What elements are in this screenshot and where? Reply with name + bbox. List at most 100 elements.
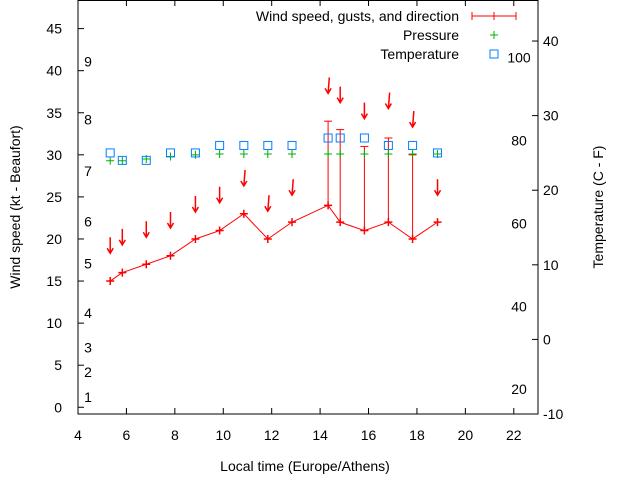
temperature-point [408, 140, 418, 150]
temperature-point [117, 155, 127, 165]
wind-direction-arrow [433, 179, 442, 197]
plot-frame [77, 0, 539, 415]
y-tick-label: 10 [46, 315, 62, 331]
temperature-point [215, 140, 225, 150]
wind-direction-arrow [106, 237, 114, 255]
y2-tick-label: 10 [543, 257, 559, 273]
wind-speed-point [166, 251, 175, 260]
y2-tick-label: 40 [543, 33, 559, 49]
pressure-point [288, 149, 297, 158]
x-tick-label: 6 [123, 427, 131, 443]
y-tick-label: 5 [54, 357, 62, 373]
legend: Wind speed, gusts, and direction Pressur… [256, 8, 517, 62]
wind-direction-arrow [118, 228, 126, 247]
wind-direction-arrow [215, 186, 224, 205]
wind-speed-point [433, 218, 442, 227]
wind-direction-arrow [408, 111, 417, 129]
x-tick-label: 10 [215, 427, 231, 443]
temperature-point [359, 133, 369, 143]
pressure-point [360, 149, 369, 158]
fahrenheit-label: 20 [511, 381, 527, 397]
wind-speed-point [215, 226, 224, 235]
y-tick-label: 45 [46, 21, 62, 37]
y2-tick-label: 0 [543, 331, 551, 347]
fahrenheit-label: 40 [511, 298, 527, 314]
y2-tick-label: -10 [543, 406, 563, 422]
x-tick-label: 16 [361, 427, 377, 443]
wind-direction-arrow [142, 221, 150, 239]
beaufort-label: 2 [84, 364, 92, 380]
legend-wind-label: Wind speed, gusts, and direction [256, 8, 459, 24]
y-tick-label: 25 [46, 189, 62, 205]
legend-pressure-marker [490, 31, 498, 39]
temperature-point [239, 140, 249, 150]
temperature-point [335, 133, 345, 143]
legend-temperature-label: Temperature [380, 46, 459, 62]
fahrenheit-label: 100 [507, 50, 531, 66]
beaufort-label: 1 [84, 389, 92, 405]
y-axis-label: Wind speed (kt - Beaufort) [7, 125, 23, 288]
wind-speed-point [118, 268, 127, 277]
temperature-point [263, 140, 273, 150]
y-tick-label: 0 [54, 399, 62, 415]
y2-axis-label: Temperature (C - F) [590, 146, 606, 269]
pressure-point [408, 149, 417, 158]
pressure-point [324, 149, 333, 158]
beaufort-label: 5 [84, 255, 92, 271]
x-tick-label: 12 [264, 427, 280, 443]
pressure-point [384, 149, 393, 158]
x-tick-label: 14 [312, 427, 328, 443]
wind-direction-arrow [240, 169, 248, 188]
wind-speed-point [106, 277, 115, 286]
y-tick-label: 20 [46, 231, 62, 247]
wind-speed-point [288, 218, 297, 227]
x-tick-label: 8 [171, 427, 179, 443]
wind-direction-arrow [336, 86, 344, 105]
beaufort-label: 9 [84, 53, 92, 69]
pressure-point [106, 156, 115, 165]
temperature-point [141, 155, 151, 165]
beaufort-label: 8 [84, 111, 92, 127]
wind-speed-point [239, 209, 248, 218]
temperature-point [165, 148, 175, 158]
beaufort-label: 7 [84, 163, 92, 179]
y-tick-label: 35 [46, 105, 62, 121]
wind-speed-point [142, 260, 151, 269]
x-tick-label: 22 [506, 427, 522, 443]
temperature-point [287, 140, 297, 150]
wind-direction-arrow [324, 77, 332, 95]
fahrenheit-label: 80 [511, 132, 527, 148]
wind-direction-arrow [288, 179, 296, 197]
wind-direction-arrow [191, 196, 200, 214]
x-tick-label: 20 [458, 427, 474, 443]
wind-direction-arrow [360, 102, 369, 121]
x-tick-label: 4 [74, 427, 82, 443]
temperature-point [323, 133, 333, 143]
pressure-point [215, 149, 224, 158]
fahrenheit-label: 60 [511, 215, 527, 231]
y2-tick-label: 30 [543, 108, 559, 124]
temperature-point [433, 148, 443, 158]
pressure-point [263, 149, 272, 158]
y2-tick-label: 20 [543, 182, 559, 198]
temperature-point [383, 140, 393, 150]
temperature-point [190, 148, 200, 158]
wind-direction-arrow [264, 195, 272, 213]
beaufort-label: 6 [84, 213, 92, 229]
beaufort-label: 4 [84, 305, 92, 321]
legend-pressure-label: Pressure [403, 27, 459, 43]
pressure-point [191, 150, 200, 159]
y-tick-label: 40 [46, 63, 62, 79]
y-tick-label: 15 [46, 273, 62, 289]
temperature-point [105, 148, 115, 158]
x-tick-label: 18 [409, 427, 425, 443]
y-tick-label: 30 [46, 147, 62, 163]
wind-speed-point [191, 234, 200, 243]
pressure-point [118, 156, 127, 165]
x-axis-label: Local time (Europe/Athens) [220, 458, 390, 474]
beaufort-label: 3 [84, 340, 92, 356]
pressure-point [336, 149, 345, 158]
pressure-point [239, 149, 248, 158]
wind-speed-point [263, 234, 272, 243]
